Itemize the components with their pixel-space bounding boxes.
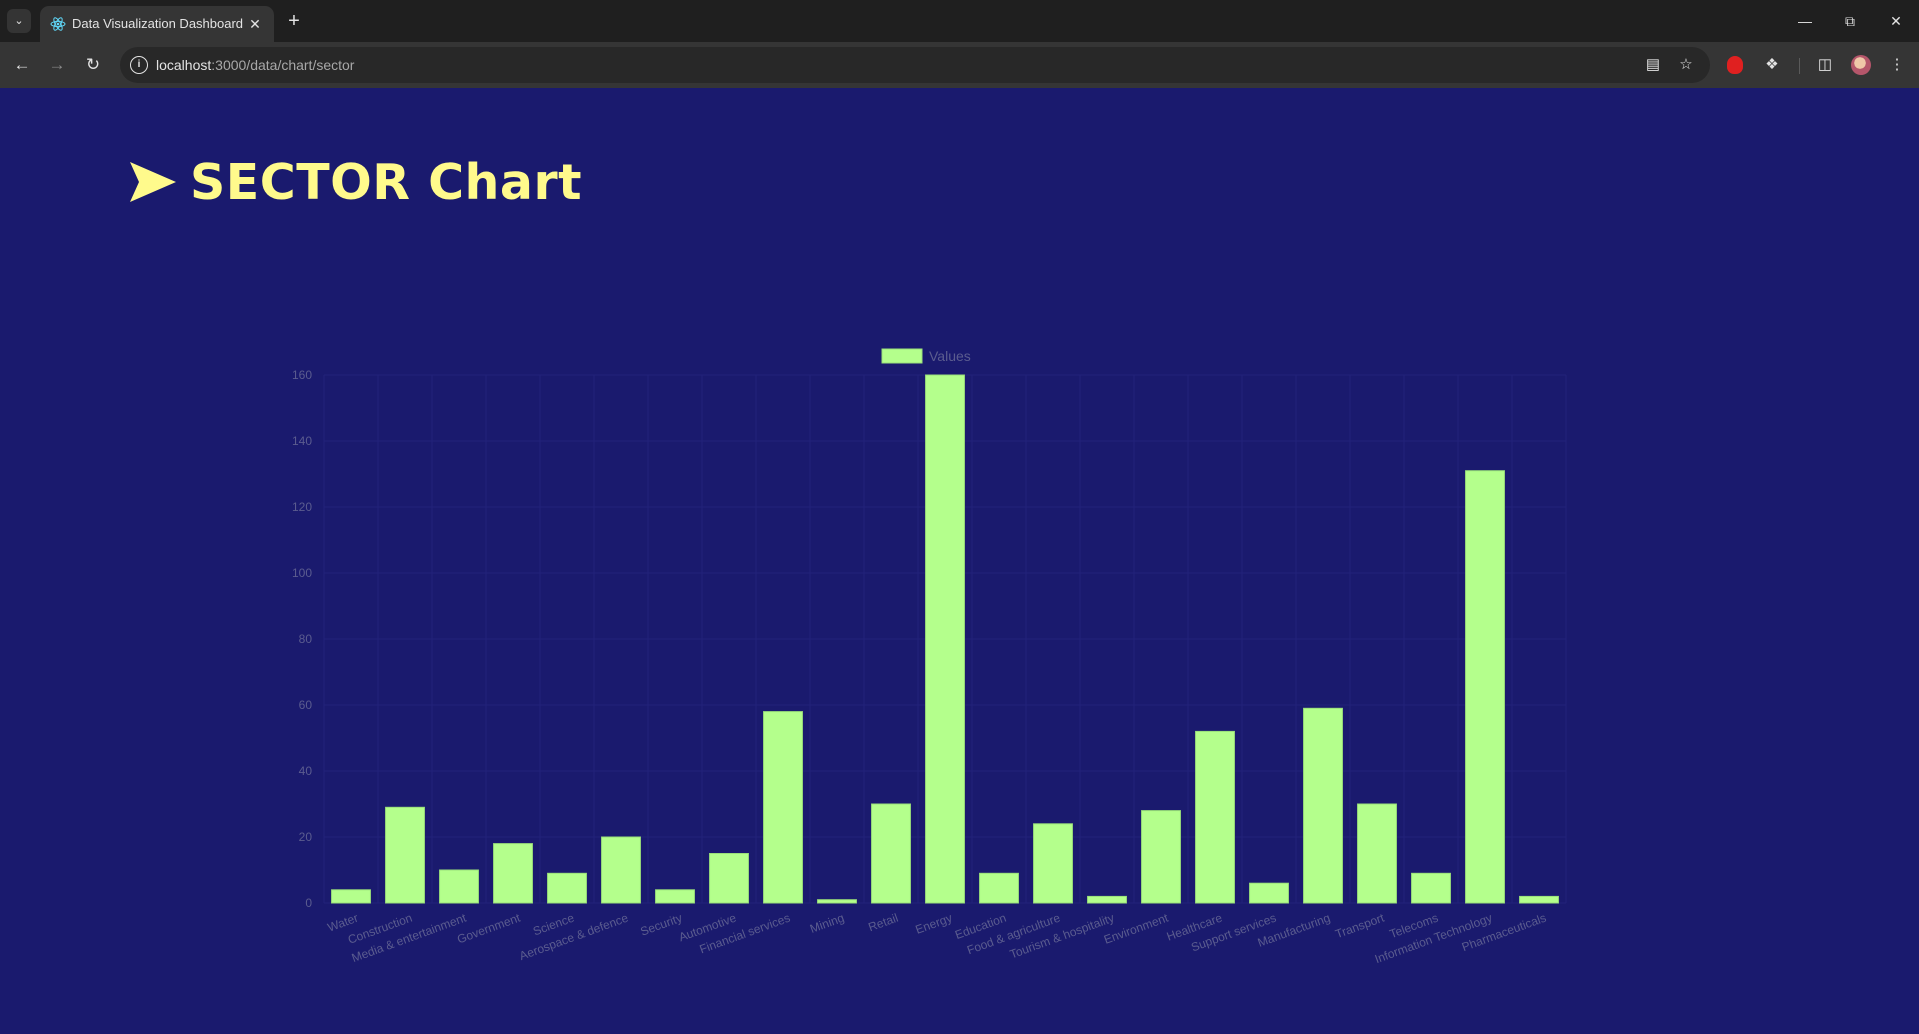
sector-bar-chart: 020406080100120140160WaterConstructionMe… <box>292 348 1567 966</box>
y-tick-label: 20 <box>299 830 313 844</box>
bar-environment <box>1141 810 1181 904</box>
bar-pharmaceuticals <box>1519 895 1559 904</box>
bar-financial-services <box>763 711 803 904</box>
browser-toolbar: ← → ↻ i localhost:3000/data/chart/sector… <box>0 42 1919 88</box>
forward-icon[interactable]: → <box>48 55 66 74</box>
new-tab-icon[interactable]: + <box>288 10 300 32</box>
y-tick-label: 100 <box>292 566 312 580</box>
legend-swatch <box>881 348 923 364</box>
x-tick-label: Retail <box>866 911 900 935</box>
bar-water <box>331 889 371 904</box>
bar-education <box>979 872 1019 904</box>
bar-food-agriculture <box>1033 823 1073 904</box>
bar-support-services <box>1249 882 1289 904</box>
x-tick-label: Energy <box>914 911 955 937</box>
bar-science <box>547 872 587 904</box>
profile-avatar[interactable] <box>1851 55 1871 75</box>
y-tick-label: 160 <box>292 368 312 382</box>
x-tick-label: Transport <box>1333 910 1386 941</box>
legend-label: Values <box>929 348 971 364</box>
install-app-icon[interactable]: ▤ <box>1645 56 1661 73</box>
page-title: SECTOR Chart <box>130 152 582 212</box>
bar-construction <box>385 806 425 904</box>
bar-mining <box>817 899 857 904</box>
bar-automotive <box>709 853 749 904</box>
y-tick-label: 40 <box>299 764 313 778</box>
bar-information-technology <box>1465 470 1505 904</box>
back-icon[interactable]: ← <box>13 55 31 74</box>
bar-manufacturing <box>1303 707 1343 904</box>
bar-aerospace-defence <box>601 836 641 904</box>
y-tick-label: 120 <box>292 500 312 514</box>
x-tick-label: Government <box>455 910 522 946</box>
y-tick-label: 140 <box>292 434 312 448</box>
page-title-text: SECTOR Chart <box>190 153 583 211</box>
address-bar[interactable]: i localhost:3000/data/chart/sector ▤ ☆ <box>120 47 1710 83</box>
bar-healthcare <box>1195 730 1235 904</box>
minimize-icon[interactable]: — <box>1798 13 1812 29</box>
restore-icon[interactable]: ⧉ <box>1845 13 1855 29</box>
y-tick-label: 0 <box>305 896 312 910</box>
close-tab-icon[interactable]: ✕ <box>249 16 261 32</box>
url-text[interactable]: localhost:3000/data/chart/sector <box>156 57 355 73</box>
tab-search-button[interactable]: ⌄ <box>7 9 31 33</box>
toolbar-divider <box>1799 58 1800 74</box>
bookmark-star-icon[interactable]: ☆ <box>1679 56 1693 73</box>
bar-government <box>493 843 533 904</box>
browser-tab[interactable]: Data Visualization Dashboard ✕ <box>40 6 274 42</box>
page-content: SECTOR Chart 0 20 40 60 80 100 120 140 160 Water C… <box>0 88 1919 1034</box>
extensions-puzzle-icon[interactable]: ❖ <box>1765 56 1779 73</box>
bar-energy <box>925 374 965 904</box>
bar-tourism-hospitality <box>1087 895 1127 904</box>
tab-title: Data Visualization Dashboard <box>72 16 244 31</box>
bar-media-entertainment <box>439 869 479 904</box>
bar-transport <box>1357 803 1397 904</box>
browser-tab-strip: ⌄ Data Visualization Dashboard ✕ + — ⧉ ✕ <box>0 0 1919 42</box>
browser-menu-icon[interactable]: ⋮ <box>1889 56 1905 73</box>
y-tick-label: 60 <box>299 698 313 712</box>
x-tick-label: Mining <box>808 911 846 936</box>
extension-icon[interactable] <box>1727 56 1743 74</box>
close-window-icon[interactable]: ✕ <box>1890 13 1902 29</box>
react-icon <box>50 17 66 31</box>
bar-telecoms <box>1411 872 1451 904</box>
bar-security <box>655 889 695 904</box>
chart-legend: Values <box>881 348 971 364</box>
reload-icon[interactable]: ↻ <box>85 55 101 74</box>
side-panel-icon[interactable]: ◫ <box>1817 56 1833 73</box>
arrow-icon <box>130 162 176 202</box>
site-info-icon[interactable]: i <box>130 56 148 74</box>
y-tick-label: 80 <box>299 632 313 646</box>
bar-retail <box>871 803 911 904</box>
